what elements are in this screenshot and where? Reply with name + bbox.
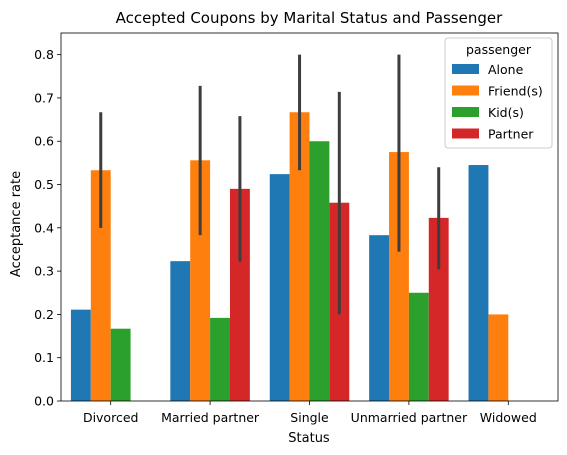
bar-friend-s--1 bbox=[190, 160, 211, 401]
x-axis: Divorced Married partner Single Unmarried p… bbox=[83, 401, 537, 425]
bar-alone-3 bbox=[369, 235, 390, 401]
legend-label: Alone bbox=[488, 62, 524, 77]
x-tick-label: Widowed bbox=[480, 410, 537, 425]
legend-swatch bbox=[452, 64, 479, 74]
bar-friend-s--2 bbox=[289, 112, 310, 401]
y-tick-label: 0.8 bbox=[34, 47, 54, 62]
y-tick-label: 0.4 bbox=[34, 220, 54, 235]
bar-kid-s--1 bbox=[210, 317, 230, 401]
legend-label: Friend(s) bbox=[488, 84, 543, 99]
legend-swatch bbox=[452, 107, 479, 117]
legend-label: Kid(s) bbox=[488, 105, 524, 120]
y-tick-label: 0.0 bbox=[34, 394, 54, 409]
bar-kid-s--2 bbox=[309, 141, 330, 401]
legend-label: Partner bbox=[488, 127, 534, 142]
y-tick-label: 0.6 bbox=[34, 134, 54, 149]
legend: passenger Alone Friend(s) Kid(s) Partner bbox=[444, 37, 553, 149]
bar-kid-s--0 bbox=[110, 328, 131, 401]
bar-partner-3 bbox=[428, 217, 449, 401]
y-axis-label: Acceptance rate bbox=[9, 171, 24, 277]
bar-alone-2 bbox=[269, 174, 290, 401]
bar-kid-s--3 bbox=[408, 292, 429, 401]
x-tick-label: Married partner bbox=[161, 410, 260, 425]
bar-alone-4 bbox=[468, 165, 489, 401]
x-tick-label: Unmarried partner bbox=[351, 410, 468, 425]
legend-swatch bbox=[452, 128, 479, 139]
bar-alone-1 bbox=[170, 261, 191, 401]
y-axis: 0.0 0.1 0.2 0.3 0.4 0.5 0.6 0.7 0.8 bbox=[34, 47, 61, 409]
chart-title: Accepted Coupons by Marital Status and P… bbox=[116, 9, 503, 27]
legend-swatch bbox=[452, 85, 479, 96]
y-tick-label: 0.5 bbox=[34, 177, 54, 192]
plot-area bbox=[60, 32, 559, 402]
bar-alone-0 bbox=[70, 309, 91, 401]
y-tick-label: 0.7 bbox=[34, 90, 54, 105]
y-tick-label: 0.1 bbox=[34, 350, 54, 365]
x-tick-label: Single bbox=[290, 410, 329, 425]
legend-title: passenger bbox=[466, 42, 532, 57]
bar-friend-s--3 bbox=[389, 152, 409, 401]
x-axis-label: Status bbox=[288, 431, 330, 446]
y-tick-label: 0.2 bbox=[34, 307, 54, 322]
bar-friend-s--4 bbox=[488, 314, 509, 401]
x-tick-label: Divorced bbox=[83, 410, 139, 425]
bar-partner-1 bbox=[229, 188, 250, 401]
bar-friend-s--0 bbox=[90, 170, 111, 401]
y-tick-label: 0.3 bbox=[34, 264, 54, 279]
